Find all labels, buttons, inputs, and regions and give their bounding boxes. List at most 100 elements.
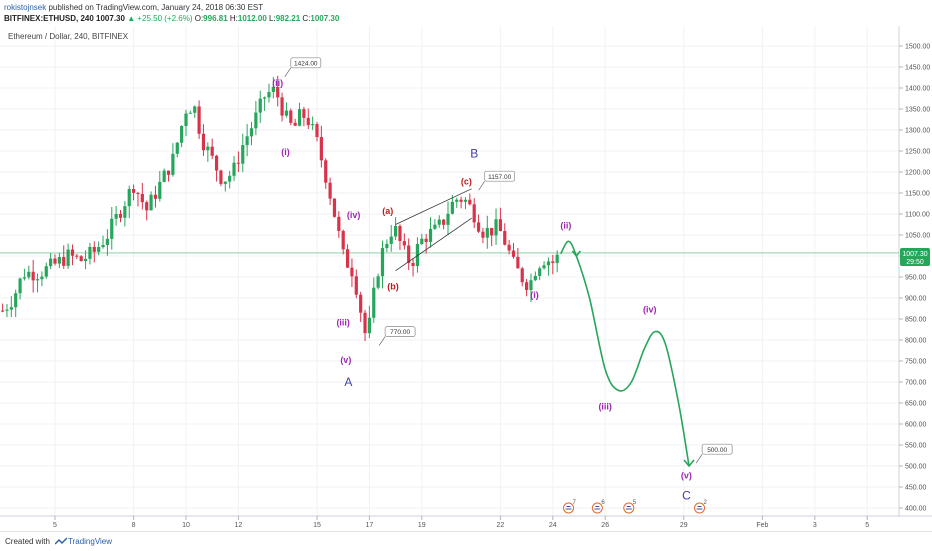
candle-body (171, 153, 175, 175)
x-tick-label: 3 (813, 522, 817, 529)
symbol-line: BITFINEX:ETHUSD, 240 1007.30 ▲ +25.50 (+… (4, 13, 339, 24)
y-tick-label: 1150.00 (905, 191, 930, 198)
open-value: 996.81 (203, 14, 228, 23)
y-tick-label: 1500.00 (905, 44, 930, 51)
x-tick-label: 5 (53, 522, 57, 529)
wave-label-minor: (i) (530, 290, 539, 300)
candle-body (529, 280, 533, 291)
candle-body (376, 276, 380, 288)
candle-body (249, 128, 254, 137)
candle-body (31, 271, 35, 281)
x-tick-label: 8 (132, 522, 136, 529)
wave-label-minor: (iii) (598, 401, 612, 411)
candle-body (245, 136, 249, 146)
candle-body (83, 258, 88, 262)
candle-body (5, 309, 9, 311)
projection-path[interactable] (559, 240, 690, 467)
candle-body (232, 162, 236, 176)
candle-body (350, 267, 354, 277)
candle-body (516, 256, 520, 269)
candle-body (14, 293, 18, 308)
wedge-line[interactable] (395, 188, 472, 225)
candle-body (271, 86, 275, 92)
candle-body (214, 155, 219, 171)
candle-body (476, 222, 481, 232)
wave-label-minor: (c) (461, 177, 472, 187)
x-tick-label: 10 (182, 522, 190, 529)
event-count: 2 (704, 500, 708, 506)
event-flag-icon[interactable] (623, 502, 635, 514)
high-value: 1012.00 (237, 14, 267, 23)
candle-body (62, 257, 66, 266)
candle-body (22, 277, 27, 279)
candle-body (127, 189, 131, 207)
candle-body (35, 279, 40, 281)
author-link[interactable]: rokistojnsek (4, 3, 47, 12)
callout-pointer (695, 454, 703, 464)
candle-body (92, 246, 96, 252)
price-chart[interactable]: Ethereum / Dollar, 240, BITFINEX 400.004… (0, 0, 932, 531)
price-tag: 1007.30 29:50 (900, 248, 930, 266)
candle-body (494, 219, 498, 236)
candle-body (201, 133, 206, 151)
x-tick-label: 5 (865, 522, 869, 529)
y-tick-label: 1300.00 (905, 128, 930, 135)
open-label: O: (194, 14, 204, 23)
candle-body (415, 243, 420, 267)
candle-body (110, 218, 114, 239)
candle-body (463, 199, 468, 202)
candle-body (267, 91, 271, 98)
callout-box (701, 443, 733, 455)
event-flag-icon[interactable] (591, 502, 603, 514)
candle-body (332, 198, 337, 217)
chart-header: rokistojnsek published on TradingView.co… (4, 2, 339, 24)
x-tick-label: 29 (680, 522, 688, 529)
event-count: 7 (573, 500, 577, 506)
x-tick-label: 24 (549, 522, 557, 529)
published-text: published on TradingView.com, January 24… (48, 3, 264, 12)
candle-body (551, 261, 555, 263)
candlestick-series (0, 75, 559, 342)
created-with-text: Created with (5, 537, 50, 546)
event-flag-icon[interactable] (694, 502, 706, 514)
x-tick-label: 26 (601, 522, 609, 529)
wedge-line[interactable] (395, 217, 472, 272)
candle-body (162, 170, 166, 182)
projection-arrowhead-1 (571, 250, 582, 258)
footer: Created with TradingView (0, 531, 932, 551)
event-flag-icon[interactable] (563, 502, 575, 514)
tradingview-brand-link[interactable]: TradingView (68, 537, 113, 546)
candle-body (53, 258, 57, 264)
candle-body (276, 86, 280, 98)
wedge-trendlines[interactable] (395, 188, 472, 272)
wave-labels: (ii) (i) (iv) (iii) (v) A (a) (b) (c) B (ii) (i) (ii… (272, 78, 692, 503)
candle-body (363, 312, 367, 334)
callout-box (290, 57, 322, 69)
candle-body (398, 225, 402, 242)
wave-label-minor: (a) (382, 206, 393, 216)
candle-body (236, 162, 240, 164)
low-label: L: (269, 14, 276, 23)
price-axis[interactable]: 400.00 450.00 500.00 550.00 600.00 650.00 700.… (899, 44, 930, 513)
candle-body (175, 142, 179, 154)
candle-body (385, 243, 389, 249)
candle-body (101, 245, 105, 248)
candle-body (319, 137, 323, 161)
candle-body (424, 238, 428, 242)
y-tick-label: 400.00 (905, 506, 927, 513)
y-tick-label: 950.00 (905, 275, 927, 282)
candle-body (158, 181, 162, 199)
y-tick-label: 1050.00 (905, 233, 930, 240)
candle-body (197, 106, 201, 134)
candle-body (57, 257, 61, 264)
y-tick-label: 850.00 (905, 317, 927, 324)
low-value: 982.21 (275, 14, 301, 23)
candle-body (337, 216, 341, 231)
price-tag-value: 1007.30 (902, 251, 927, 258)
time-axis[interactable]: 5 8 10 12 15 17 19 22 24 26 29 Feb 3 5 (53, 516, 869, 529)
wave-label-major: A (344, 375, 352, 389)
wave-label-major: B (470, 146, 478, 160)
candle-body (75, 255, 79, 257)
callout-label: 1157.00 (488, 174, 511, 181)
y-tick-label: 700.00 (905, 380, 927, 387)
